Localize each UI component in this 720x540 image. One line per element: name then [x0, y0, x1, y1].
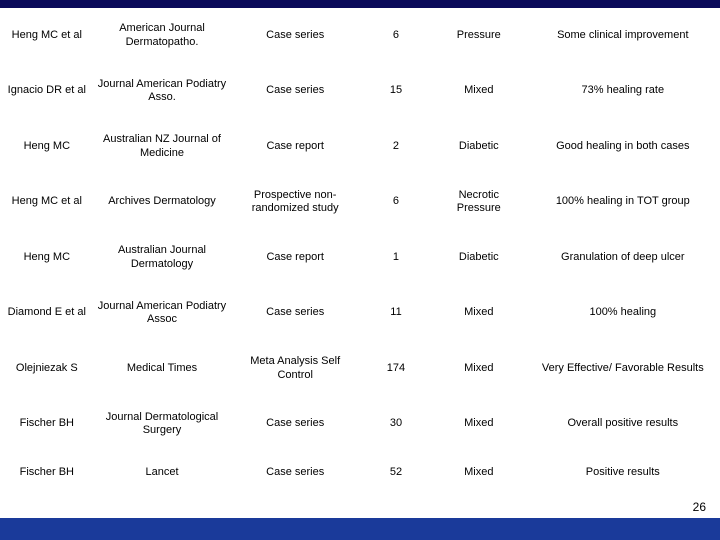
cell-journal: Journal American Podiatry Asso. [94, 64, 231, 120]
cell-n: 2 [360, 119, 432, 175]
cell-author: Heng MC [0, 230, 94, 286]
cell-outcome: Good healing in both cases [526, 119, 720, 175]
cell-n: 174 [360, 341, 432, 397]
cell-outcome: Granulation of deep ulcer [526, 230, 720, 286]
cell-type: Pressure [432, 8, 526, 64]
table-row: Ignacio DR et alJournal American Podiatr… [0, 64, 720, 120]
cell-design: Prospective non-randomized study [230, 175, 360, 231]
cell-outcome: 100% healing [526, 286, 720, 342]
cell-design: Case report [230, 230, 360, 286]
cell-author: Olejniezak S [0, 341, 94, 397]
cell-journal: Journal American Podiatry Assoc [94, 286, 231, 342]
cell-author: Fischer BH [0, 452, 94, 494]
cell-journal: Archives Dermatology [94, 175, 231, 231]
cell-author: Heng MC [0, 119, 94, 175]
cell-journal: Journal Dermatological Surgery [94, 397, 231, 453]
cell-n: 1 [360, 230, 432, 286]
table-row: Heng MC et alAmerican Journal Dermatopat… [0, 8, 720, 64]
cell-author: Heng MC et al [0, 175, 94, 231]
cell-type: Mixed [432, 286, 526, 342]
cell-journal: Lancet [94, 452, 231, 494]
cell-n: 11 [360, 286, 432, 342]
cell-type: Diabetic [432, 119, 526, 175]
evidence-table-container: Heng MC et alAmerican Journal Dermatopat… [0, 8, 720, 494]
cell-outcome: Some clinical improvement [526, 8, 720, 64]
cell-type: Mixed [432, 452, 526, 494]
cell-design: Case series [230, 286, 360, 342]
cell-design: Case series [230, 8, 360, 64]
cell-n: 30 [360, 397, 432, 453]
evidence-table: Heng MC et alAmerican Journal Dermatopat… [0, 8, 720, 494]
table-row: Fischer BHLancetCase series52MixedPositi… [0, 452, 720, 494]
cell-n: 15 [360, 64, 432, 120]
table-row: Heng MCAustralian NZ Journal of Medicine… [0, 119, 720, 175]
cell-n: 6 [360, 175, 432, 231]
cell-author: Diamond E et al [0, 286, 94, 342]
table-row: Fischer BHJournal Dermatological Surgery… [0, 397, 720, 453]
cell-design: Meta Analysis Self Control [230, 341, 360, 397]
cell-journal: American Journal Dermatopatho. [94, 8, 231, 64]
footer-bar [0, 518, 720, 540]
cell-design: Case series [230, 397, 360, 453]
cell-outcome: Positive results [526, 452, 720, 494]
top-bar [0, 0, 720, 8]
cell-type: Diabetic [432, 230, 526, 286]
cell-journal: Australian Journal Dermatology [94, 230, 231, 286]
cell-n: 6 [360, 8, 432, 64]
table-row: Olejniezak SMedical TimesMeta Analysis S… [0, 341, 720, 397]
cell-type: Mixed [432, 341, 526, 397]
page-number: 26 [693, 500, 706, 514]
cell-n: 52 [360, 452, 432, 494]
cell-type: Mixed [432, 64, 526, 120]
cell-type: Mixed [432, 397, 526, 453]
cell-outcome: 73% healing rate [526, 64, 720, 120]
cell-outcome: 100% healing in TOT group [526, 175, 720, 231]
table-row: Heng MCAustralian Journal DermatologyCas… [0, 230, 720, 286]
cell-journal: Australian NZ Journal of Medicine [94, 119, 231, 175]
table-row: Heng MC et alArchives DermatologyProspec… [0, 175, 720, 231]
cell-outcome: Overall positive results [526, 397, 720, 453]
cell-journal: Medical Times [94, 341, 231, 397]
cell-outcome: Very Effective/ Favorable Results [526, 341, 720, 397]
cell-type: Necrotic Pressure [432, 175, 526, 231]
cell-author: Fischer BH [0, 397, 94, 453]
cell-design: Case report [230, 119, 360, 175]
table-row: Diamond E et alJournal American Podiatry… [0, 286, 720, 342]
cell-author: Heng MC et al [0, 8, 94, 64]
cell-design: Case series [230, 64, 360, 120]
cell-design: Case series [230, 452, 360, 494]
cell-author: Ignacio DR et al [0, 64, 94, 120]
